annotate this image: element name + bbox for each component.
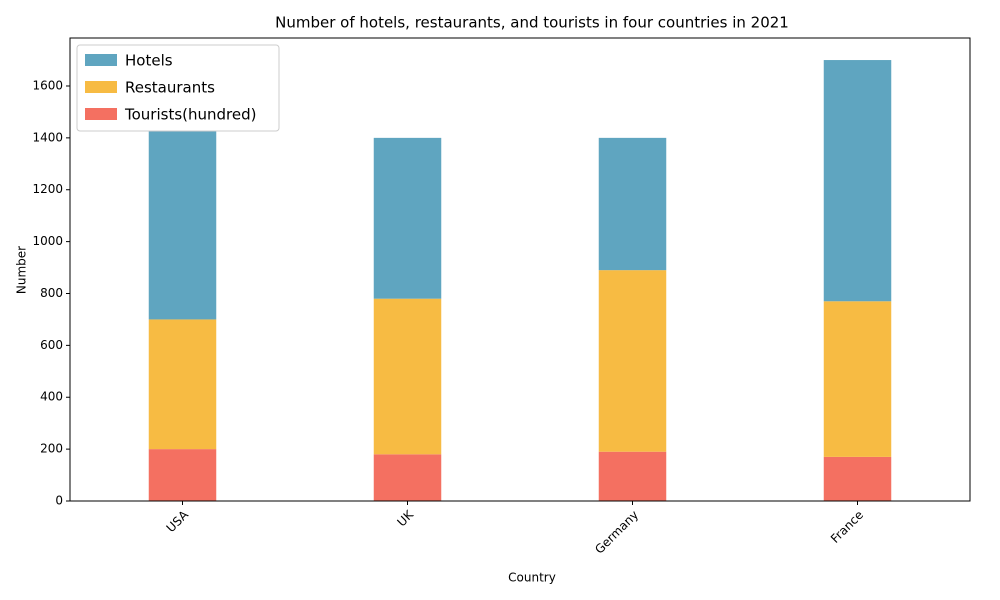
y-axis-label: Number <box>15 246 29 294</box>
x-tick-label: USA <box>164 507 192 535</box>
y-tick-label: 1000 <box>32 234 63 248</box>
y-tick-label: 0 <box>55 494 63 508</box>
x-axis-label: Country <box>508 571 556 585</box>
bar-segment <box>373 298 442 455</box>
bar-segment <box>148 319 217 450</box>
legend-swatch <box>85 54 117 66</box>
bar-segment <box>373 454 442 501</box>
y-tick-label: 600 <box>40 338 63 352</box>
legend-swatch <box>85 108 117 120</box>
x-tick-label: UK <box>394 507 416 529</box>
bar-segment <box>598 451 667 501</box>
bar-segment <box>598 270 667 452</box>
plot-frame <box>69 37 971 502</box>
y-tick-label: 1200 <box>32 182 63 196</box>
y-tick-label: 200 <box>40 442 63 456</box>
legend-swatch <box>85 81 117 93</box>
x-tick-label: France <box>828 508 866 546</box>
y-tick-label: 1600 <box>32 78 63 92</box>
legend: Hotels Restaurants Tourists(hundred) <box>76 44 280 132</box>
bar-segment <box>148 449 217 501</box>
y-tick-label: 1400 <box>32 130 63 144</box>
bar-segment <box>823 301 892 457</box>
legend-label: Tourists(hundred) <box>124 106 256 124</box>
legend-label: Restaurants <box>125 79 215 97</box>
x-tick-label: Germany <box>592 508 641 557</box>
bar-segment <box>373 137 442 299</box>
bar-segment <box>823 60 892 302</box>
bar-segment <box>823 456 892 501</box>
bar-segment <box>598 137 667 271</box>
legend-label: Hotels <box>125 52 173 70</box>
y-tick-label: 400 <box>40 390 63 404</box>
legend-box <box>76 44 280 132</box>
y-tick-label: 800 <box>40 286 63 300</box>
chart-title: Number of hotels, restaurants, and touri… <box>275 14 789 32</box>
